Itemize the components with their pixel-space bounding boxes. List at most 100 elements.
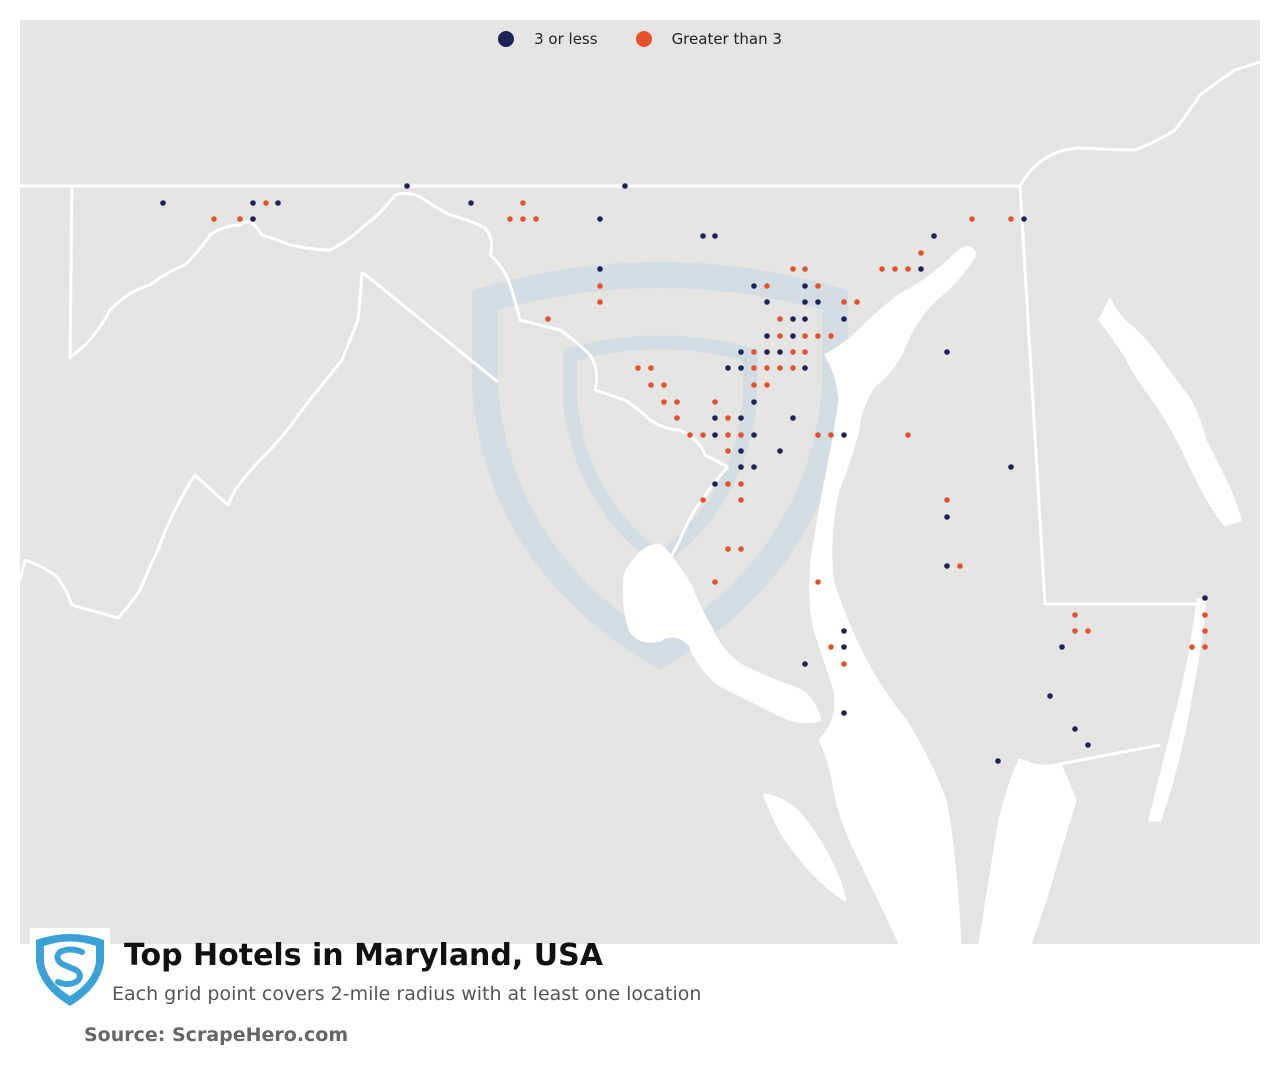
grid-point-low	[1059, 644, 1065, 650]
grid-point-low	[725, 365, 731, 371]
grid-point-low	[468, 200, 474, 206]
grid-point-high	[879, 266, 885, 272]
grid-point-low	[738, 464, 744, 470]
legend-label-high: Greater than 3	[671, 30, 782, 48]
grid-point-low	[1021, 216, 1027, 222]
grid-point-high	[841, 299, 847, 305]
grid-point-low	[712, 233, 718, 239]
grid-point-low	[751, 432, 757, 438]
grid-point-high	[790, 365, 796, 371]
grid-point-low	[250, 216, 256, 222]
grid-point-low	[712, 415, 718, 421]
grid-point-high	[725, 432, 731, 438]
grid-point-low	[790, 415, 796, 421]
state-borders	[18, 60, 1261, 766]
grid-point-low	[712, 432, 718, 438]
grid-point-high	[918, 250, 924, 256]
grid-point-high	[944, 497, 950, 503]
grid-point-low	[751, 283, 757, 289]
grid-point-high	[1189, 644, 1195, 650]
grid-point-low	[597, 266, 603, 272]
grid-point-low	[1085, 742, 1091, 748]
grid-point-high	[237, 216, 243, 222]
grid-point-high	[725, 546, 731, 552]
grid-point-high	[802, 349, 808, 355]
grid-point-high	[790, 266, 796, 272]
grid-point-high	[777, 316, 783, 322]
grid-point-high	[661, 399, 667, 405]
grid-point-high	[712, 399, 718, 405]
grid-point-high	[648, 382, 654, 388]
grid-point-low	[944, 349, 950, 355]
grid-point-low	[802, 299, 808, 305]
grid-point-high	[802, 333, 808, 339]
grid-point-low	[738, 415, 744, 421]
grid-point-high	[1202, 612, 1208, 618]
points-3-or-less	[160, 183, 1208, 764]
grid-point-high	[828, 333, 834, 339]
grid-point-high	[828, 644, 834, 650]
legend-dot-high	[635, 31, 652, 47]
grid-point-high	[815, 579, 821, 585]
grid-point-low	[802, 365, 808, 371]
grid-point-high	[841, 661, 847, 667]
grid-point-low	[790, 316, 796, 322]
grid-point-high	[674, 399, 680, 405]
grid-point-low	[597, 216, 603, 222]
grid-point-low	[815, 299, 821, 305]
grid-point-high	[764, 365, 770, 371]
grid-point-low	[841, 644, 847, 650]
grid-point-low	[712, 481, 718, 487]
chesapeake-bay-water	[622, 246, 1242, 946]
grid-point-low	[777, 349, 783, 355]
grid-point-high	[905, 432, 911, 438]
grid-point-low	[700, 233, 706, 239]
grid-point-low	[751, 399, 757, 405]
grid-point-low	[160, 200, 166, 206]
grid-point-low	[1008, 464, 1014, 470]
legend-item-high: Greater than 3	[635, 30, 782, 48]
grid-point-low	[841, 710, 847, 716]
grid-point-high	[751, 365, 757, 371]
grid-point-low	[1072, 726, 1078, 732]
grid-point-low	[738, 349, 744, 355]
grid-point-low	[275, 200, 281, 206]
grid-point-high	[815, 432, 821, 438]
grid-point-high	[815, 333, 821, 339]
grid-point-low	[790, 333, 796, 339]
grid-point-high	[1072, 612, 1078, 618]
grid-point-low	[944, 514, 950, 520]
grid-point-low	[802, 661, 808, 667]
grid-point-high	[828, 432, 834, 438]
legend-label-low: 3 or less	[534, 30, 598, 48]
grid-point-low	[738, 365, 744, 371]
grid-point-high	[738, 497, 744, 503]
legend: 3 or less Greater than 3	[0, 30, 1280, 48]
grid-point-high	[790, 349, 796, 355]
grid-point-high	[712, 579, 718, 585]
grid-point-low	[802, 283, 808, 289]
grid-point-high	[507, 216, 513, 222]
grid-point-low	[995, 758, 1001, 764]
grid-point-low	[777, 448, 783, 454]
scrapehero-watermark	[472, 262, 848, 671]
grid-point-high	[520, 200, 526, 206]
grid-point-high	[687, 432, 693, 438]
grid-point-high	[520, 216, 526, 222]
grid-point-low	[918, 266, 924, 272]
grid-point-high	[764, 283, 770, 289]
grid-point-high	[854, 299, 860, 305]
grid-point-high	[725, 448, 731, 454]
grid-point-low	[404, 183, 410, 189]
grid-point-high	[648, 365, 654, 371]
grid-point-high	[738, 481, 744, 487]
grid-point-high	[777, 365, 783, 371]
grid-point-high	[751, 349, 757, 355]
grid-point-high	[969, 216, 975, 222]
grid-point-high	[802, 266, 808, 272]
grid-point-high	[533, 216, 539, 222]
grid-point-low	[931, 233, 937, 239]
grid-point-low	[841, 432, 847, 438]
grid-point-low	[944, 563, 950, 569]
